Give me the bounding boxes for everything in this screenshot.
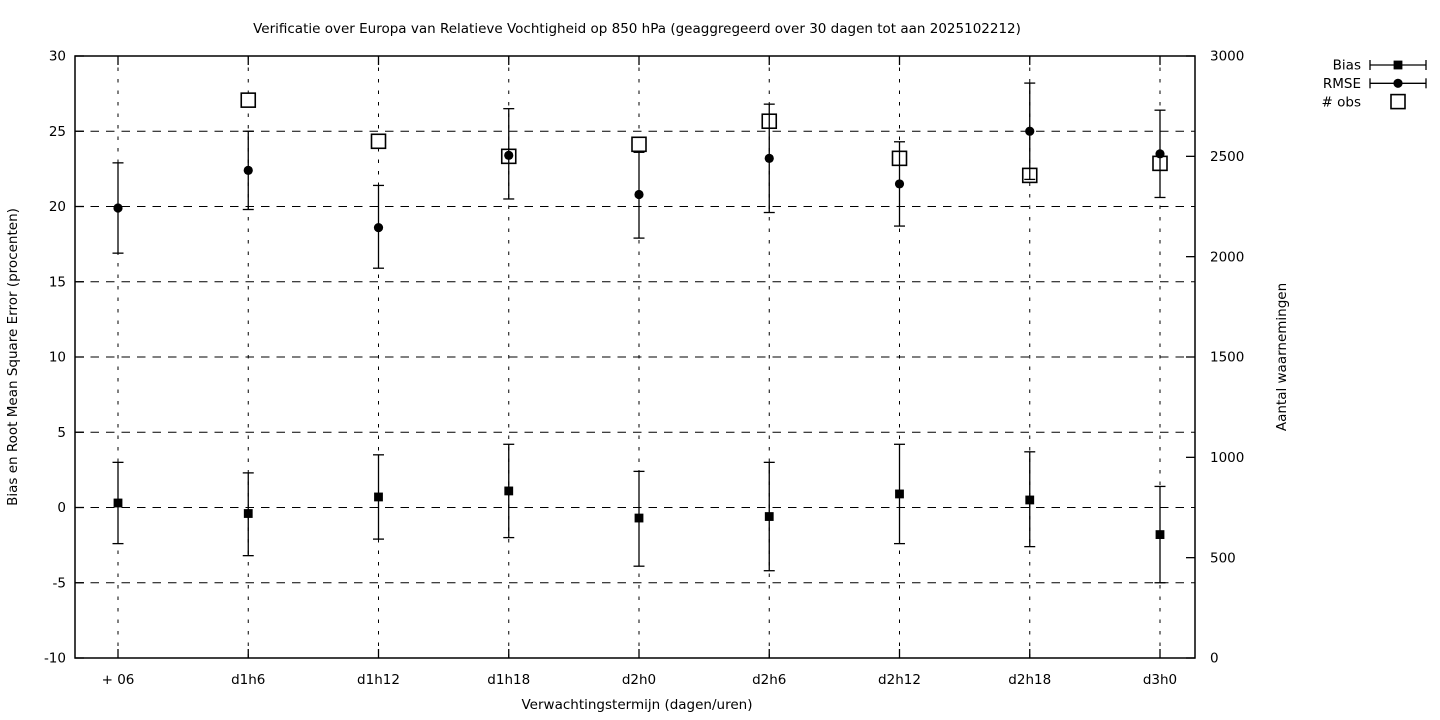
bias-point — [504, 486, 514, 496]
bias-point — [1155, 530, 1165, 539]
rmse-point — [634, 189, 644, 200]
y-tick-label: 15 — [49, 274, 66, 290]
legend-sample-marker — [1393, 60, 1403, 70]
gridlines — [75, 56, 1195, 658]
legend: Bias RMSE # obs — [1322, 58, 1427, 110]
x-tick-label: d2h0 — [622, 672, 656, 688]
chart-title: Verificatie over Europa van Relatieve Vo… — [253, 21, 1021, 37]
legend-sample-marker — [1390, 93, 1406, 110]
bias-point — [764, 512, 774, 521]
axis-ticks — [75, 55, 1195, 659]
rmse-point — [1025, 126, 1035, 136]
legend-label: RMSE — [1323, 76, 1361, 92]
x-axis-label: Verwachtingstermijn (dagen/uren) — [522, 697, 753, 713]
rmse-point — [504, 150, 514, 160]
x-tick-label: + 06 — [102, 672, 135, 688]
tick-labels: -10 -5 0 5 10 15 20 25 30 0 500 1000 1500 2000 2500 300… — [44, 49, 1244, 688]
bias-point — [113, 498, 123, 508]
y-tick-label: 0 — [57, 500, 66, 516]
bias-point — [374, 492, 383, 502]
legend-item: # obs — [1322, 93, 1406, 110]
y-tick-label: 20 — [49, 199, 66, 215]
bias-point — [634, 513, 644, 523]
legend-label: Bias — [1333, 58, 1361, 74]
y2-tick-label: 3000 — [1210, 49, 1244, 65]
legend-item: RMSE — [1323, 76, 1427, 92]
bias-point — [1025, 495, 1035, 505]
y2-tick-label: 1000 — [1210, 450, 1244, 466]
rmse-point — [373, 222, 384, 233]
y-tick-label: -10 — [44, 651, 66, 667]
rmse-point — [764, 153, 774, 163]
series-obs — [240, 92, 1168, 184]
x-tick-label: d2h18 — [1008, 672, 1051, 688]
y2-tick-label: 2500 — [1210, 149, 1244, 165]
y2-tick-label: 2000 — [1210, 249, 1244, 265]
y-tick-label: 5 — [57, 425, 66, 441]
obs-point — [240, 92, 257, 108]
legend-sample-marker — [1393, 78, 1403, 88]
rmse-point — [113, 203, 123, 213]
obs-point — [370, 133, 387, 150]
x-tick-label: d1h12 — [357, 672, 400, 688]
rmse-point — [894, 179, 905, 189]
y-axis-label: Bias en Root Mean Square Error (procente… — [5, 208, 21, 506]
y2-tick-label: 1500 — [1210, 350, 1244, 366]
rmse-point — [243, 165, 253, 175]
x-tick-label: d1h18 — [487, 672, 530, 688]
series-rmse — [112, 82, 1166, 269]
y-tick-label: -5 — [53, 575, 66, 591]
legend-label: # obs — [1322, 94, 1361, 110]
x-tick-label: d3h0 — [1143, 672, 1177, 688]
x-tick-label: d2h12 — [878, 672, 921, 688]
y2-tick-label: 500 — [1210, 550, 1236, 566]
y-tick-label: 10 — [49, 350, 66, 366]
y-tick-label: 25 — [49, 124, 66, 140]
y-tick-label: 30 — [49, 49, 66, 65]
bias-point — [243, 509, 253, 518]
series-bias — [112, 443, 1166, 584]
bias-point — [895, 489, 904, 499]
rmse-point — [1155, 149, 1165, 159]
data-series — [112, 82, 1168, 584]
y2-tick-label: 0 — [1210, 651, 1219, 667]
x-tick-label: d1h6 — [231, 672, 265, 688]
obs-point — [631, 136, 647, 153]
x-tick-label: d2h6 — [752, 672, 786, 688]
legend-item: Bias — [1333, 58, 1427, 74]
y2-axis-label: Aantal waarnemingen — [1274, 283, 1290, 431]
